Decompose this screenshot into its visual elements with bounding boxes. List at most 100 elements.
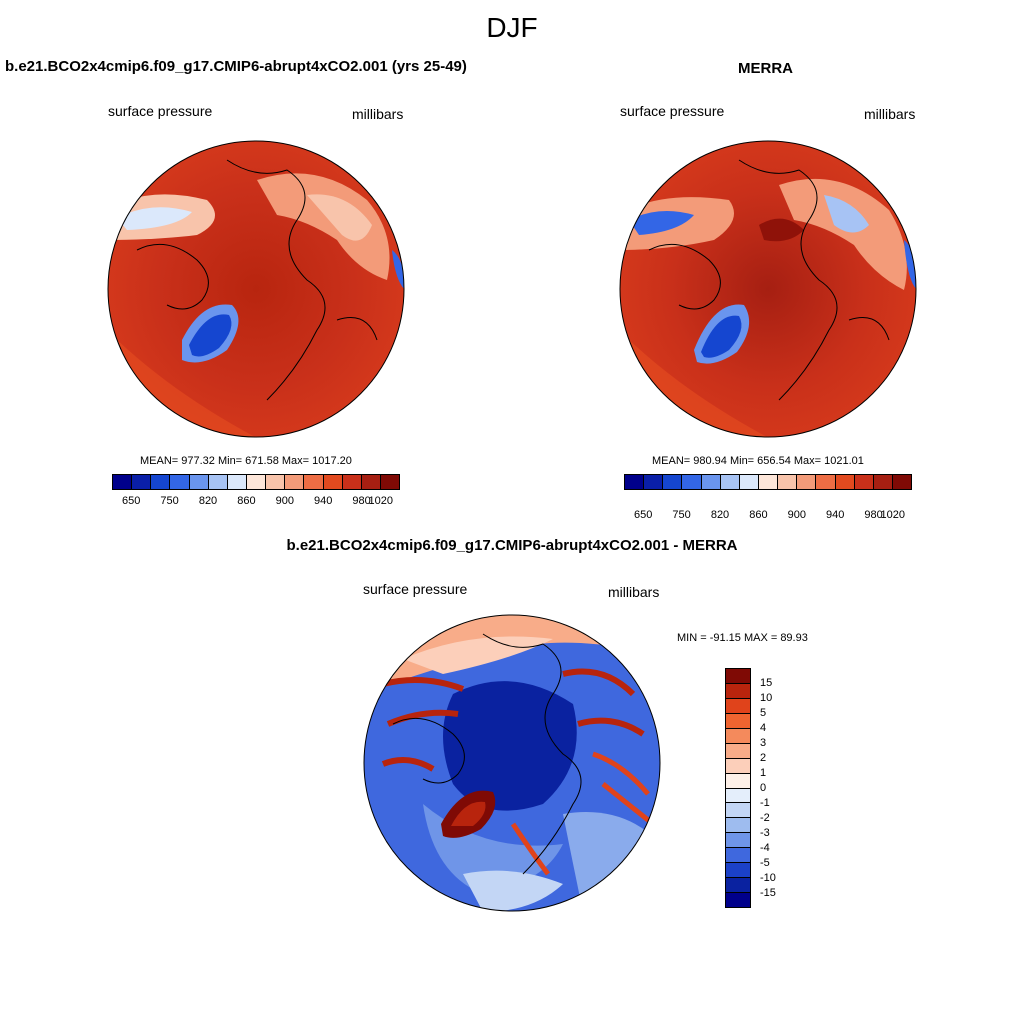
model-units-label: millibars — [352, 106, 404, 122]
diff-colorbar-tick-label: -5 — [760, 857, 770, 869]
obs-map-ne-pale-region — [779, 178, 907, 290]
model-colorbar-box — [132, 475, 152, 489]
diff-map-top-pale-band — [403, 636, 553, 674]
diff-map-south-low — [423, 804, 563, 894]
obs-colorbar-ticks: 650 750 820 860 900 940 980 1020 — [624, 509, 912, 523]
obs-colorbar-box — [758, 475, 779, 489]
season-title: DJF — [486, 12, 538, 43]
diff-colorbar-box — [726, 683, 750, 699]
diff-colorbar — [725, 668, 751, 908]
obs-polar-map — [619, 140, 917, 438]
model-colorbar-tick-label: 940 — [314, 495, 333, 507]
obs-colorbar-tick-label: 980 — [864, 509, 883, 521]
model-variable-label: surface pressure — [108, 103, 213, 119]
obs-colorbar-tick-label: 820 — [710, 509, 730, 521]
obs-colorbar-tick-label: 1020 — [880, 509, 906, 521]
diff-colorbar-tick-label: 2 — [760, 752, 767, 764]
diff-colorbar-tick-label: -3 — [760, 827, 770, 839]
diff-colorbar-box — [726, 773, 750, 789]
model-stats-text: MEAN= 977.32 Min= 671.58 Max= 1017.20 — [140, 455, 352, 467]
obs-colorbar-tick-label: 940 — [826, 509, 845, 521]
diff-colorbar-box — [726, 863, 750, 879]
diff-colorbar-tick-label: -4 — [760, 842, 770, 854]
diff-colorbar-box — [726, 878, 750, 894]
obs-colorbar-box — [625, 475, 645, 489]
obs-colorbar-box — [682, 475, 702, 489]
obs-colorbar-box — [854, 475, 874, 489]
diff-colorbar-tick-label: 1 — [760, 767, 767, 779]
model-colorbar-box — [342, 475, 362, 489]
diff-colorbar-tick-label: 4 — [760, 722, 767, 734]
model-colorbar-box — [246, 475, 267, 489]
diff-colorbar-box — [726, 758, 750, 774]
diff-colorbar-box — [726, 893, 750, 907]
model-colorbar-box — [151, 475, 171, 489]
diff-colorbar-tick-label: 15 — [760, 677, 773, 689]
model-colorbar-box — [189, 475, 209, 489]
model-colorbar-box — [323, 475, 343, 489]
obs-colorbar-box — [835, 475, 855, 489]
obs-colorbar-tick-label: 900 — [787, 509, 806, 521]
diff-variable-label: surface pressure — [363, 581, 468, 597]
model-colorbar-box — [113, 475, 133, 489]
model-map-low-region-inner — [189, 314, 232, 357]
model-polar-map — [107, 140, 405, 438]
diff-colorbar-box — [726, 788, 750, 804]
obs-colorbar-box — [644, 475, 664, 489]
model-colorbar-tick-label: 900 — [275, 495, 294, 507]
diff-colorbar-tick-label: 0 — [760, 782, 767, 794]
model-colorbar-box — [304, 475, 324, 489]
model-colorbar-tick-label: 860 — [237, 495, 256, 507]
model-map-ne-pale-core — [307, 194, 372, 241]
diff-colorbar-box — [726, 818, 750, 834]
diff-polar-map — [363, 614, 661, 912]
diff-map-central-low — [443, 681, 577, 811]
model-colorbar-box — [170, 475, 190, 489]
diff-colorbar-tick-label: -1 — [760, 797, 770, 809]
obs-map-central-high — [759, 218, 804, 242]
obs-map-ne-low-patch — [824, 195, 869, 233]
diff-colorbar-box — [726, 803, 750, 819]
diff-colorbar-box — [726, 728, 750, 744]
obs-colorbar-box — [892, 475, 912, 489]
diff-map-ring-positive-west — [381, 668, 645, 772]
diff-colorbar-tick-label: 5 — [760, 707, 767, 719]
obs-colorbar-box — [663, 475, 683, 489]
model-colorbar-box — [208, 475, 228, 489]
model-colorbar-tick-label: 750 — [160, 495, 179, 507]
obs-colorbar-tick-label: 860 — [749, 509, 768, 521]
obs-map-low-region-inner — [701, 315, 742, 358]
obs-colorbar-box — [720, 475, 740, 489]
model-colorbar-ticks: 650 750 820 860 900 940 980 1020 — [112, 495, 400, 509]
obs-units-label: millibars — [864, 106, 916, 122]
obs-stats-text: MEAN= 980.94 Min= 656.54 Max= 1021.01 — [652, 455, 864, 467]
model-colorbar-tick-label: 820 — [198, 495, 218, 507]
obs-colorbar-box — [816, 475, 836, 489]
diff-map-se-mixed — [563, 812, 660, 911]
diff-stats-text: MIN = -91.15 MAX = 89.93 — [677, 632, 808, 644]
model-map-north-pale-core — [117, 207, 192, 230]
model-map-coastline — [136, 159, 378, 401]
obs-colorbar-box — [739, 475, 759, 489]
obs-colorbar-tick-label: 650 — [634, 509, 653, 521]
model-colorbar-tick-label: 980 — [352, 495, 371, 507]
diff-units-label: millibars — [608, 584, 660, 600]
diff-colorbar-tick-label: 10 — [760, 692, 773, 704]
diff-colorbar-ticks: 15 10 5 4 3 2 1 0 -1 -2 -3 -4 -5 -10 -15 — [760, 668, 800, 908]
model-colorbar-box — [285, 475, 305, 489]
diff-map-bottom-pale — [463, 870, 563, 911]
model-colorbar — [112, 474, 400, 490]
diff-colorbar-box — [726, 743, 750, 759]
obs-map-coastline — [648, 159, 890, 401]
model-colorbar-box — [380, 475, 400, 489]
diff-colorbar-tick-label: 3 — [760, 737, 767, 749]
model-colorbar-box — [361, 475, 381, 489]
diff-map-positive-patch-core — [451, 801, 486, 826]
obs-map-north-low-patch — [629, 211, 694, 235]
model-colorbar-tick-label: 1020 — [368, 495, 394, 507]
diff-colorbar-tick-label: -2 — [760, 812, 770, 824]
obs-variable-label: surface pressure — [620, 103, 725, 119]
diff-colorbar-box — [726, 848, 750, 864]
diff-colorbar-box — [726, 669, 750, 684]
diff-colorbar-tick-label: -15 — [760, 887, 776, 899]
